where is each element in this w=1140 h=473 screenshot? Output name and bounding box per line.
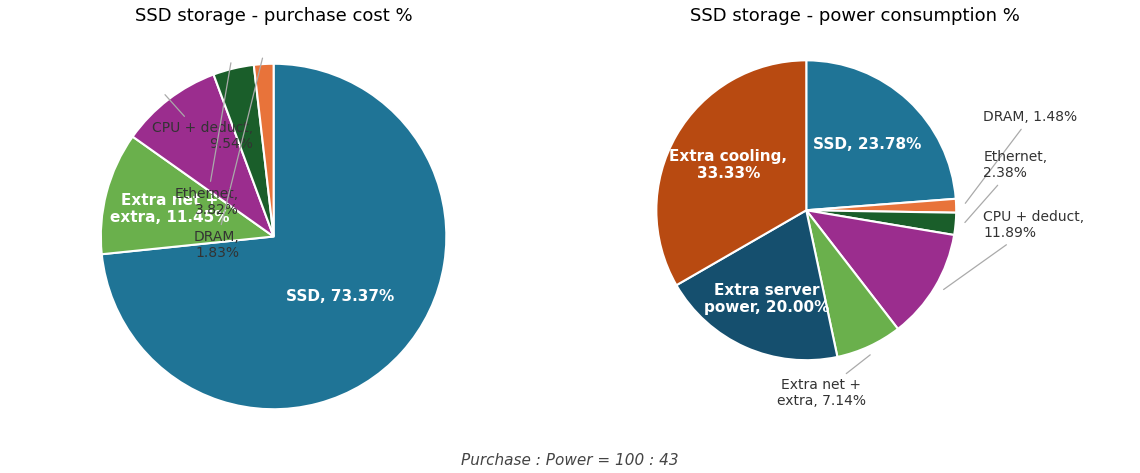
Title: SSD storage - purchase cost %: SSD storage - purchase cost % (135, 7, 413, 25)
Wedge shape (213, 65, 274, 236)
Text: Extra net +
extra, 7.14%: Extra net + extra, 7.14% (776, 355, 870, 408)
Wedge shape (132, 75, 274, 236)
Text: Extra net +
extra, 11.45%: Extra net + extra, 11.45% (111, 193, 230, 226)
Text: Extra cooling,
33.33%: Extra cooling, 33.33% (669, 149, 788, 182)
Wedge shape (676, 210, 838, 360)
Text: DRAM,
1.83%: DRAM, 1.83% (194, 58, 262, 260)
Text: Extra server
power, 20.00%: Extra server power, 20.00% (703, 283, 829, 315)
Text: Ethernet,
2.38%: Ethernet, 2.38% (964, 150, 1048, 222)
Wedge shape (657, 61, 806, 285)
Text: Ethernet,
3.82%: Ethernet, 3.82% (174, 63, 239, 217)
Wedge shape (100, 137, 274, 254)
Text: DRAM, 1.48%: DRAM, 1.48% (966, 110, 1077, 203)
Wedge shape (806, 210, 956, 235)
Text: CPU + deduct,
9.54%: CPU + deduct, 9.54% (152, 95, 253, 151)
Text: CPU + deduct,
11.89%: CPU + deduct, 11.89% (944, 210, 1084, 289)
Wedge shape (806, 210, 898, 357)
Text: SSD, 23.78%: SSD, 23.78% (813, 137, 921, 152)
Text: Purchase : Power = 100 : 43: Purchase : Power = 100 : 43 (462, 453, 678, 468)
Title: SSD storage - power consumption %: SSD storage - power consumption % (690, 7, 1020, 25)
Wedge shape (254, 64, 274, 236)
Wedge shape (101, 64, 447, 409)
Wedge shape (806, 199, 956, 213)
Wedge shape (806, 210, 954, 329)
Wedge shape (806, 61, 955, 210)
Text: SSD, 73.37%: SSD, 73.37% (286, 289, 394, 304)
